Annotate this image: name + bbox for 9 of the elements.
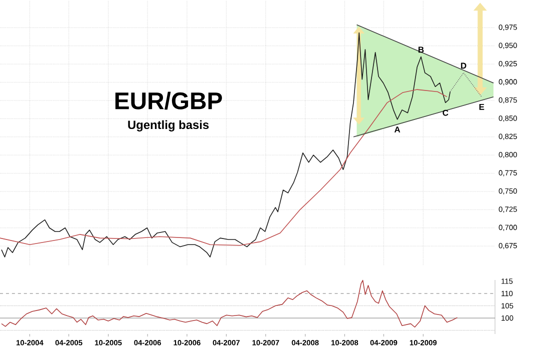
- annotation: B: [418, 46, 424, 53]
- line-series: [0, 89, 448, 246]
- line-series: [1, 280, 458, 328]
- annotation: A: [394, 126, 400, 132]
- text: Ugentlig basis: [128, 120, 209, 132]
- annotation: C: [442, 110, 448, 116]
- text: EUR/GBP: [115, 92, 222, 110]
- annotation: E: [479, 104, 484, 110]
- annotation: D: [461, 62, 466, 69]
